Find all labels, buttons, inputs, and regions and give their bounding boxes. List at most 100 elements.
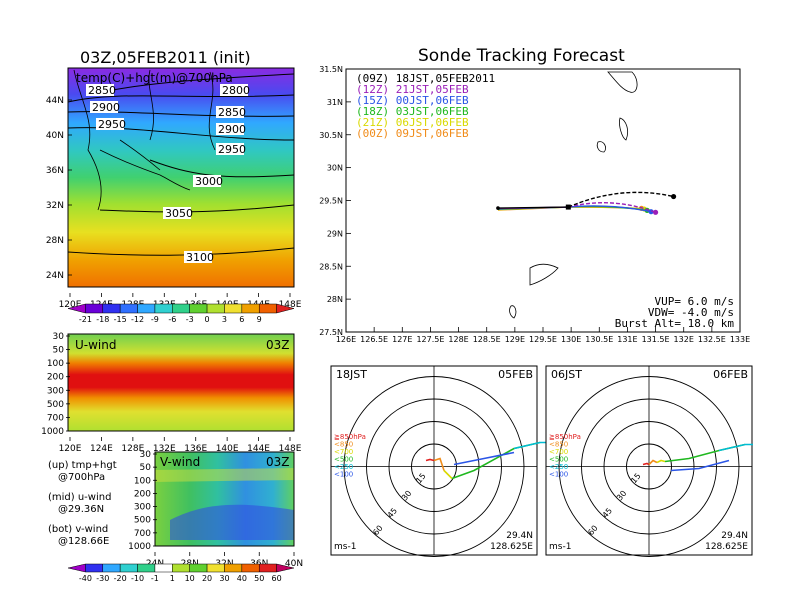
u-y-label: 300 (47, 386, 64, 396)
v-bar-swatch (189, 563, 208, 573)
track-y-label: 30N (327, 164, 343, 173)
v-y-label: 30 (140, 450, 152, 460)
upper-y-label: 36N (46, 166, 64, 176)
coastline (73, 69, 216, 211)
contour-3100 (67, 247, 295, 256)
contour-2950 (67, 127, 295, 141)
hodograph-unit: ms-1 (334, 542, 356, 552)
contour-labels: 2850 2800 2900 2850 2950 2900 2950 3000 … (86, 84, 250, 264)
track-legend-entry: (15Z) 00JST,06FEB (356, 94, 469, 107)
v-bar-label: 40 (237, 574, 247, 583)
track-y-label: 28N (327, 295, 343, 304)
v-bar-swatch (85, 563, 104, 573)
hodograph-trace (718, 443, 753, 452)
track-x-label: 129E (505, 335, 525, 344)
v-wind-y-ticks: 30 50 100 200 300 500 700 1000 (128, 450, 157, 552)
temp-bar-label: 0 (205, 315, 210, 324)
temp-bar-swatch (276, 303, 295, 314)
v-y-label: 100 (134, 476, 151, 486)
hodograph-level-entry: <700 (334, 448, 353, 456)
hodograph-trace (443, 469, 453, 480)
track-x-label: 129.5E (529, 335, 557, 344)
upper-y-label: 44N (46, 96, 64, 106)
v-wind-core (170, 504, 294, 540)
tracking-frame (345, 68, 741, 333)
hodograph-level-entry: <700 (549, 448, 568, 456)
temp-bar-swatch (119, 303, 138, 314)
hodograph-trace (670, 459, 730, 472)
u-y-label: 500 (47, 400, 64, 410)
hodograph-unit: ms-1 (549, 542, 571, 552)
u-x-label: 144E (247, 444, 270, 454)
island-amami (529, 263, 559, 286)
u-wind-y-ticks: 30 50 100 200 300 500 700 1000 (41, 332, 70, 437)
hodograph-trace (433, 457, 445, 471)
v-y-label: 200 (134, 489, 151, 499)
u-y-label: 30 (53, 332, 65, 342)
v-bar-swatch (241, 563, 260, 573)
upper-map-label: temp(C)+hgt(m)@700hPa (76, 71, 233, 85)
v-bar-swatch (276, 563, 295, 573)
track-legend-entry: (00Z) 09JST,06FEB (356, 127, 469, 140)
u-y-label: 100 (47, 359, 64, 369)
v-bar-label: 20 (202, 574, 212, 583)
hodograph-level-entry: <100 (334, 471, 353, 479)
contour-2850 (67, 94, 295, 103)
track-line-east (568, 191, 674, 208)
upper-map-y-ticks: 24N 28N 32N 36N 40N 44N (46, 96, 72, 281)
u-x-label: 132E (153, 444, 176, 454)
temp-bar-swatch (206, 303, 225, 314)
hodograph-1-panel: 18JST 05FEB15304560≧850hPa<850<700<500<25… (330, 365, 546, 557)
track-x-label: 133E (730, 335, 750, 344)
hodograph-tag-bg (332, 367, 372, 381)
island-yakushima (596, 141, 606, 153)
hodograph-level-entry: <500 (334, 456, 353, 464)
hodograph-trace (656, 459, 666, 464)
u-x-label: 124E (90, 444, 113, 454)
launch-point (565, 204, 571, 210)
temp-bar-swatch (85, 303, 104, 314)
side-legend: (up) tmp+hgt @700hPa (mid) u-wind @29.36… (48, 460, 117, 547)
u-x-label: 140E (216, 444, 239, 454)
u-x-label: 136E (184, 444, 207, 454)
hodograph-lat: 29.4N (721, 531, 748, 541)
upper-y-label: 24N (46, 271, 64, 281)
v-bar-label: -30 (96, 574, 109, 583)
info-vup: VUP= 6.0 m/s (655, 295, 734, 308)
track-y-label: 31N (327, 98, 343, 107)
temp-bar-label: -12 (131, 315, 144, 324)
track-end-point (652, 209, 659, 215)
hodograph-label-right: 05FEB (498, 368, 533, 381)
v-wind-label: V-wind (160, 455, 200, 469)
v-wind-colorbar: -40 -30 -20 -10 -1 1 10 20 30 40 50 60 (67, 563, 295, 583)
v-bar-label: 1 (170, 574, 175, 583)
v-wind-frame (154, 451, 295, 547)
contour-label-2900a: 2900 (92, 101, 120, 114)
track-y-label: 30.5N (319, 131, 343, 140)
v-y-label: 300 (134, 503, 151, 513)
temp-bar-label: -15 (114, 315, 127, 324)
u-wind-x-ticks: 120E 124E 128E 132E 136E 140E 144E 148E (59, 437, 302, 454)
track-end-point (648, 209, 654, 215)
u-wind-frame (67, 333, 295, 432)
u-y-label: 700 (47, 413, 64, 423)
temperature-colorbar: -21 -18 -15 -12 -9 -6 -3 0 3 6 9 (67, 303, 295, 324)
track-y-label: 29.5N (319, 197, 343, 206)
hodograph-lon: 128.625E (490, 542, 533, 552)
track-x-label: 131.5E (642, 335, 670, 344)
track-y-label: 28.5N (319, 262, 343, 271)
v-bar-swatch (154, 563, 173, 573)
track-legend-entry: (12Z) 21JST,05FEB (356, 83, 469, 96)
temp-bar-label: -9 (151, 315, 159, 324)
info-burst: Burst Alt= 18.0 km (615, 317, 735, 330)
right-title: Sonde Tracking Forecast (418, 46, 625, 66)
v-bar-swatch (67, 563, 86, 573)
v-wind-band (155, 468, 294, 482)
temp-bar-swatch (102, 303, 121, 314)
temp-bar-swatch (258, 303, 277, 314)
v-bar-swatch (137, 563, 156, 573)
hodograph-trace (425, 458, 435, 462)
temp-bar-label: 3 (222, 315, 227, 324)
contour-label-2850a: 2850 (88, 84, 116, 97)
island-tokunoshima (509, 305, 517, 319)
